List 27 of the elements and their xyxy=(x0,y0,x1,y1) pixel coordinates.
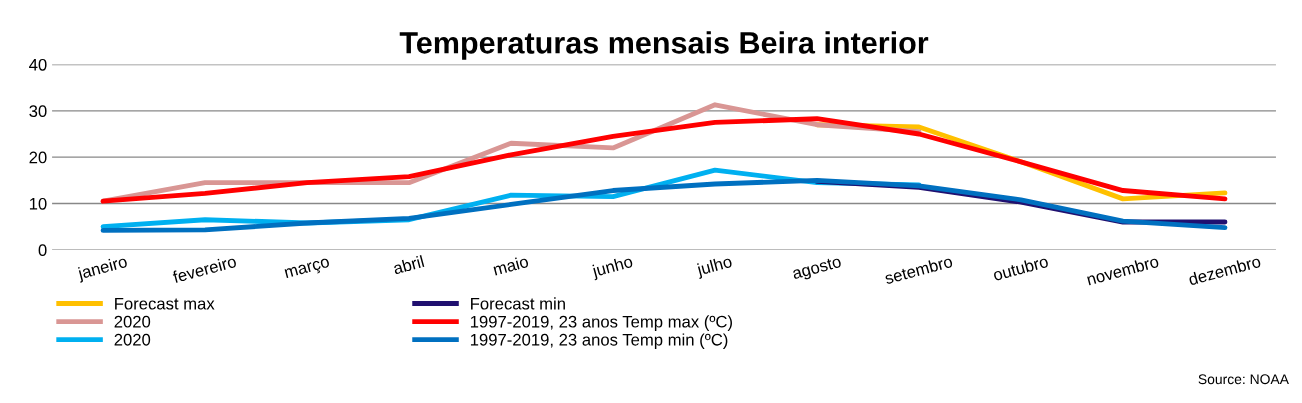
legend-label: Forecast min xyxy=(471,297,565,310)
legend-label: 1997-2019, 23 anos Temp min (ºC) xyxy=(470,333,728,349)
legend-label: 2020 xyxy=(114,315,151,328)
y-tick-label: 0 xyxy=(38,244,47,257)
legend-label: Forecast max xyxy=(115,297,215,310)
line-series xyxy=(100,177,1228,233)
y-tick-label: 30 xyxy=(29,105,47,118)
x-tick-label: janeiro xyxy=(76,254,129,283)
x-tick-label: novembro xyxy=(1086,254,1160,286)
x-tick-label: setembro xyxy=(883,254,954,285)
x-tick-label: abril xyxy=(392,255,425,275)
x-tick-label: março xyxy=(284,257,331,282)
source-note: Source: NOAA xyxy=(1198,374,1289,385)
x-tick-label: fevereiro xyxy=(171,254,237,284)
legend-label: 1997-2019, 23 anos Temp max (ºC) xyxy=(470,315,732,331)
y-tick-label: 20 xyxy=(29,151,47,164)
x-tick-label: agosto xyxy=(791,256,843,283)
legend-label: 2020 xyxy=(114,333,151,346)
y-tick-label: 40 xyxy=(29,58,47,71)
x-tick-label: julho xyxy=(695,254,734,279)
chart-title: Temperaturas mensais Beira interior xyxy=(399,31,929,60)
x-tick-label: dezembro xyxy=(1187,254,1262,286)
x-tick-label: outubro xyxy=(992,254,1049,281)
x-tick-label: maio xyxy=(492,254,529,276)
y-tick-label: 10 xyxy=(29,197,47,210)
x-tick-label: junho xyxy=(590,254,635,281)
line-series xyxy=(100,116,1228,204)
